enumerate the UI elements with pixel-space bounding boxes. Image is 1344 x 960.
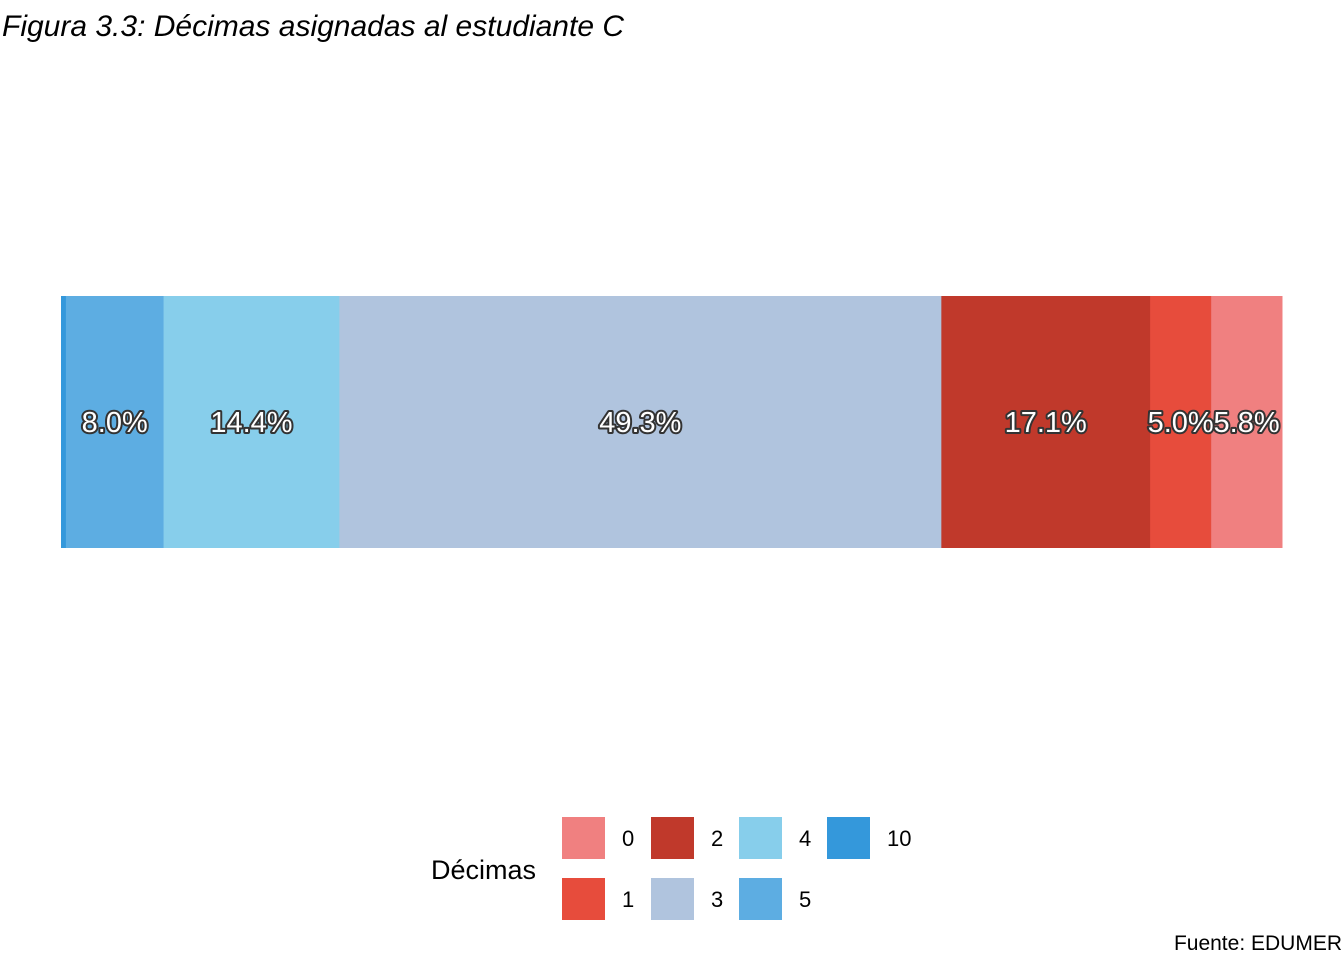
chart-title: Figura 3.3: Décimas asignadas al estudia…	[2, 10, 625, 43]
bar-label-3: 49.3%	[599, 407, 681, 439]
bar-label-2: 17.1%	[1005, 407, 1087, 439]
bar-segment-1	[1150, 296, 1212, 548]
bar-segment-2	[941, 296, 1151, 548]
bar-label-4: 14.4%	[210, 407, 292, 439]
bar-segment-5	[65, 296, 165, 548]
bar-segment-3	[339, 296, 942, 548]
bar-segment-10	[61, 296, 67, 548]
bar-segments	[61, 296, 1283, 548]
bar-label-5: 8.0%	[82, 407, 148, 439]
bar-labels: 8.0% 14.4% 49.3% 17.1% 5.0% 5.8%	[80, 405, 1282, 441]
bar-label-1: 5.0%	[1148, 407, 1214, 439]
source-caption: Fuente: EDUMER	[1173, 932, 1342, 955]
bar-segment-4	[163, 296, 340, 548]
bar-label-0: 5.8%	[1214, 407, 1280, 439]
bar-segment-0	[1211, 296, 1283, 548]
